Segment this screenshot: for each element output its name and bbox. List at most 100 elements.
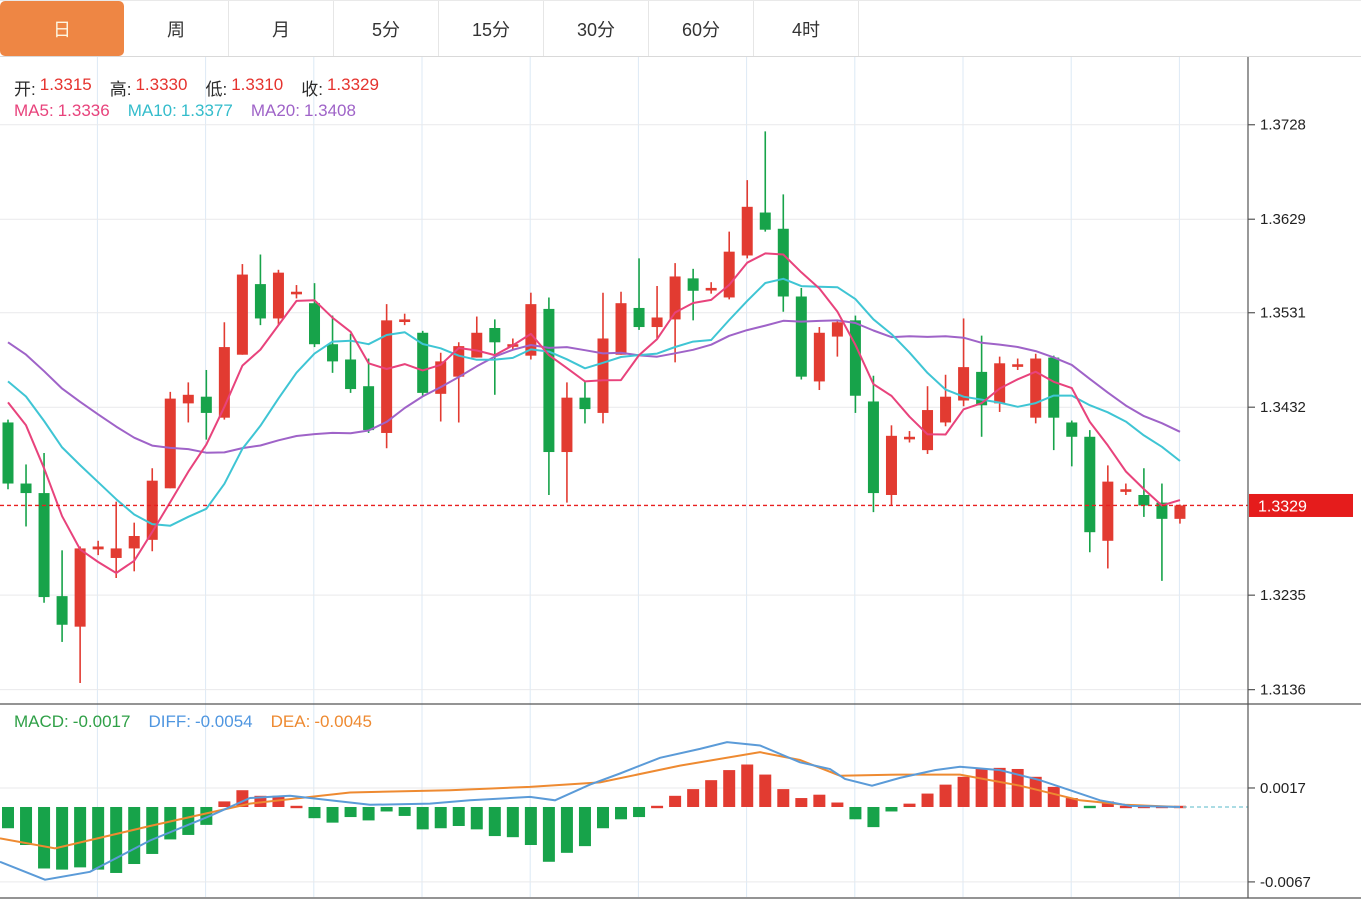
- candle: [922, 410, 934, 451]
- candle: [759, 212, 771, 230]
- macd-bar: [200, 806, 213, 825]
- candle: [146, 480, 158, 540]
- panel-borders: [0, 57, 1361, 899]
- candle: [182, 394, 194, 404]
- candlesticks: [2, 131, 1186, 683]
- candle: [849, 320, 861, 396]
- macd-bar: [705, 780, 718, 807]
- candle: [363, 386, 375, 431]
- macd-bar: [957, 776, 970, 807]
- macd-bar: [723, 770, 736, 807]
- candle: [345, 359, 357, 390]
- open-readout: 开: 1.3315: [14, 75, 92, 99]
- macd-bar: [308, 806, 321, 819]
- tab-4hour[interactable]: 4时: [754, 1, 859, 56]
- candle: [417, 332, 429, 393]
- dea-line: [0, 751, 1181, 850]
- candle: [525, 304, 537, 356]
- candle: [777, 228, 789, 297]
- macd-bar: [344, 806, 357, 818]
- macd-bar: [759, 774, 772, 807]
- candle: [309, 303, 321, 345]
- macd-bar: [20, 806, 33, 846]
- candle: [597, 338, 609, 413]
- candle: [56, 596, 68, 625]
- macd-bar: [669, 795, 682, 807]
- candle: [687, 278, 699, 291]
- macd-bar: [1029, 776, 1042, 807]
- macd-bar: [921, 793, 934, 807]
- macd-bar: [542, 806, 555, 862]
- macd-bar: [398, 806, 411, 816]
- macd-bar: [777, 789, 790, 807]
- tab-day[interactable]: 日: [0, 1, 124, 56]
- candle: [1156, 502, 1168, 519]
- last-price-tag: 1.3329: [1249, 493, 1353, 517]
- candle: [615, 303, 627, 355]
- axis-tick-label: 1.3432: [1260, 399, 1306, 416]
- axis-tick-label: 1.3136: [1260, 682, 1306, 699]
- candle: [831, 322, 843, 337]
- chart-area[interactable]: 1.3728 1.3629 1.3531 1.3432 1.3235 1.3136 0.00…: [0, 57, 1361, 900]
- candle: [1138, 494, 1150, 506]
- tab-week[interactable]: 周: [124, 1, 229, 56]
- candle: [994, 363, 1006, 404]
- candle: [651, 317, 663, 328]
- price-macd-chart[interactable]: 1.3728 1.3629 1.3531 1.3432 1.3235 1.3136 0.00…: [0, 57, 1361, 900]
- candle: [1066, 422, 1078, 437]
- macd-bar: [596, 806, 609, 829]
- diff-line: [0, 741, 1181, 881]
- candle: [381, 320, 393, 433]
- candle: [399, 319, 411, 323]
- tab-15min[interactable]: 15分: [439, 1, 544, 56]
- candle: [1048, 357, 1060, 418]
- candle: [20, 483, 32, 494]
- macd-bar: [1119, 805, 1132, 809]
- candle: [813, 332, 825, 382]
- axis-tick-label: 1.3235: [1260, 587, 1306, 604]
- candle: [290, 291, 302, 295]
- tab-5min[interactable]: 5分: [334, 1, 439, 56]
- axis-tick-label: 0.0017: [1260, 780, 1306, 797]
- candle: [218, 347, 230, 418]
- macd-bar: [56, 806, 69, 870]
- candle: [579, 397, 591, 410]
- candle: [669, 276, 681, 320]
- tab-30min[interactable]: 30分: [544, 1, 649, 56]
- macd-bar: [560, 806, 573, 853]
- macd-bar: [867, 806, 880, 828]
- candle: [633, 307, 645, 328]
- macd-legend: MACD: -0.0017 DIFF: -0.0054 DEA: -0.0045: [14, 712, 372, 732]
- candle: [38, 493, 50, 598]
- ma20-line: [7, 319, 1181, 454]
- candle: [867, 401, 879, 494]
- macd-bar: [615, 806, 628, 820]
- macd-bar: [182, 806, 195, 835]
- candle: [489, 327, 501, 343]
- macd-bar: [254, 795, 267, 807]
- candle: [200, 396, 212, 413]
- macd-bar: [993, 767, 1006, 807]
- candle: [795, 296, 807, 377]
- axis-tick-label: 1.3531: [1260, 305, 1306, 322]
- macd-bar: [524, 806, 537, 846]
- tab-month[interactable]: 月: [229, 1, 334, 56]
- candle: [272, 272, 284, 319]
- macd-bar: [488, 806, 501, 837]
- macd-bar: [1011, 768, 1024, 807]
- tab-60min[interactable]: 60分: [649, 1, 754, 56]
- axis-tick-label: 1.3629: [1260, 211, 1306, 228]
- macd-bar: [687, 789, 700, 807]
- candle: [1012, 364, 1024, 367]
- candle: [1084, 436, 1096, 533]
- macd-bar: [128, 806, 141, 865]
- macd-bar: [470, 806, 483, 830]
- dea-readout: DEA: -0.0045: [270, 712, 372, 731]
- close-readout: 收: 1.3329: [301, 75, 379, 99]
- candle: [435, 361, 447, 394]
- macd-bar: [362, 806, 375, 821]
- macd-bar: [885, 806, 898, 812]
- ma5-line: [7, 252, 1181, 574]
- candle: [958, 367, 970, 401]
- axis-tick-label: 1.3728: [1260, 117, 1306, 134]
